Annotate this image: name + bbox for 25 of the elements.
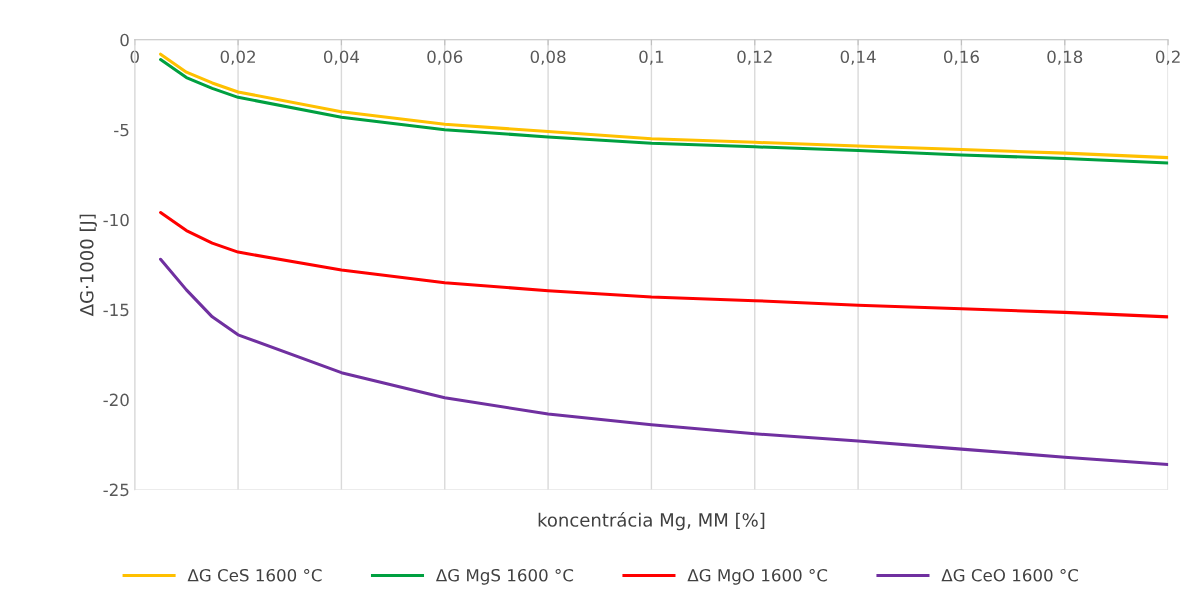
x-tick-label: 0,08 — [530, 50, 566, 65]
x-tick-label: 0,04 — [323, 50, 360, 65]
x-tick-label: 0,2 — [1155, 50, 1180, 65]
legend-label: ΔG MgO 1600 °C — [687, 568, 828, 585]
line-series — [159, 257, 1169, 466]
x-tick-label: 0,18 — [1047, 50, 1083, 65]
x-tick-label: 0,16 — [943, 50, 979, 65]
x-tick-label: 0,06 — [427, 50, 463, 65]
y-tick-label: -10 — [103, 213, 129, 227]
y-axis-title: ΔG·1000 [J] — [79, 214, 97, 317]
y-tick-label: -20 — [103, 393, 129, 407]
x-tick-label: 0,02 — [220, 50, 255, 65]
x-tick-label: 0,1 — [639, 50, 664, 65]
x-tick-label: 0,14 — [840, 50, 876, 65]
legend-label: ΔG CeO 1600 °C — [941, 568, 1078, 582]
y-tick-label: 0 — [120, 33, 129, 47]
legend-label: ΔG CeS 1600 °C — [187, 568, 322, 582]
y-tick-label: -5 — [114, 123, 129, 137]
y-tick-label: -25 — [103, 483, 129, 497]
legend-label: ΔG MgS 1600 °C — [435, 568, 574, 585]
line-series — [159, 210, 1169, 319]
x-tick-label: 0 — [130, 50, 139, 64]
x-tick-label: 0,12 — [737, 50, 772, 65]
x-axis-title: koncentrácia Mg, MM [%] — [538, 512, 765, 531]
y-tick-label: -15 — [103, 303, 129, 317]
